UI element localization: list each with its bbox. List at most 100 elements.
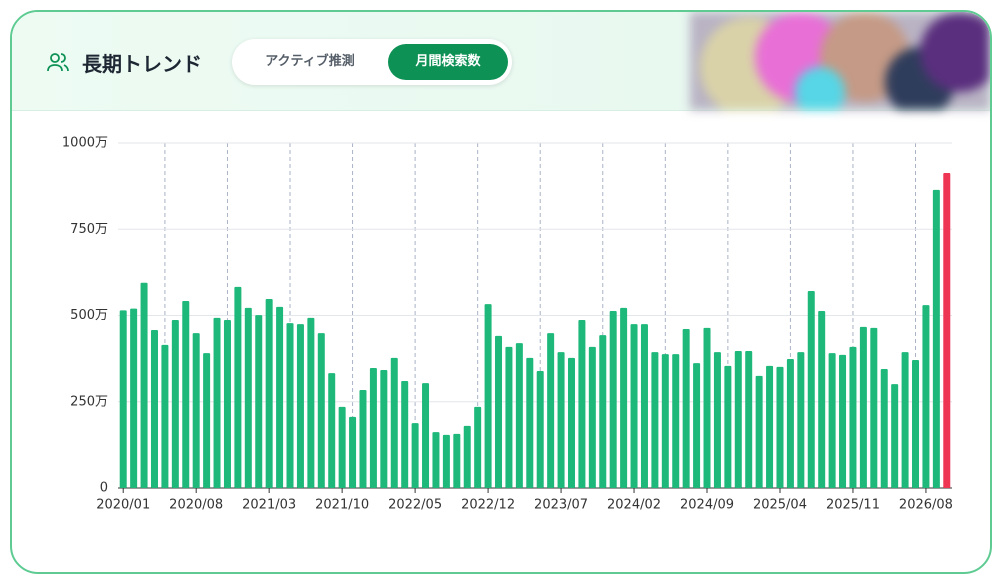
bar [859,326,867,488]
y-tick-label: 250万 [70,394,108,409]
bar [296,324,304,488]
users-icon [47,53,69,72]
bar [724,365,732,488]
bar [244,307,252,488]
bar [161,344,169,488]
y-tick-label: 750万 [70,222,108,237]
tab-switch: アクティブ推測 月間検索数 [232,39,512,85]
x-tick-label: 2020/08 [169,498,223,513]
bar [922,305,930,488]
tab[interactable]: アクティブ推測 [265,54,355,69]
bar [661,354,669,488]
bar [276,306,284,488]
bar [505,346,513,488]
bar [901,352,909,488]
bar [588,346,596,488]
bar [463,425,471,488]
bar [536,371,544,488]
bar [286,323,294,488]
bar [557,352,565,488]
bar [150,329,158,488]
bar [369,367,377,488]
bar [307,317,315,488]
bar [484,304,492,488]
tab-active[interactable]: 月間検索数 [388,44,508,80]
x-tick-label: 2021/03 [242,498,296,513]
y-tick-label: 0 [100,481,108,496]
bar [786,358,794,488]
bar [442,434,450,488]
x-tick-label: 2021/10 [315,498,369,513]
bar [547,333,555,488]
bar [609,311,617,488]
bar [870,327,878,488]
bar [411,423,419,488]
bar [192,333,200,488]
bar [766,365,774,488]
bar [755,375,763,488]
bar [599,335,607,488]
bar [578,319,586,488]
section-title: 長期トレンド [82,52,202,76]
bar [223,319,231,488]
bar [567,357,575,488]
bar [359,390,367,488]
bar [734,351,742,488]
x-tick-label: 2025/11 [826,498,880,513]
bar [932,189,940,489]
bar [745,351,753,488]
bar [839,354,847,488]
x-tick-label: 2020/01 [96,498,150,513]
bar [672,354,680,488]
bar [203,353,211,488]
bar [693,363,701,488]
bar [234,286,242,488]
bar [640,324,648,488]
bar [213,317,221,488]
bar [776,366,784,488]
bar [130,308,138,488]
y-tick-label: 1000万 [62,136,108,151]
bar [474,406,482,488]
bar [515,343,523,488]
bar [797,352,805,488]
x-tick-label: 2026/08 [899,498,953,513]
bar [880,368,888,488]
bar [682,328,690,488]
bar [453,433,461,488]
bar [401,381,409,488]
bar [182,301,190,488]
bar [703,327,711,488]
bar [338,406,346,488]
bar [422,383,430,488]
bar [495,335,503,488]
bar [943,173,951,488]
bar [651,352,659,488]
bar [390,357,398,488]
bar [349,416,357,488]
bar [171,319,179,488]
x-tick-label: 2024/02 [607,498,661,513]
page: 長期トレンド アクティブ推測 月間検索数 0 250万 500万 750万 1000万 2… [10,10,992,574]
card-header: 長期トレンド アクティブ推測 月間検索数 [12,12,990,111]
bar [140,282,148,488]
bar [119,310,127,488]
bar [713,352,721,488]
bar [380,370,388,488]
bar [265,298,273,488]
bar [849,346,857,488]
y-tick-label: 500万 [70,308,108,323]
bar [891,384,899,488]
bar [317,333,325,488]
bar [818,311,826,488]
banner-image [690,12,990,110]
bar [526,357,534,488]
bar [620,307,628,488]
x-tick-label: 2022/05 [388,498,442,513]
bar [807,291,815,488]
x-tick-label: 2025/04 [753,498,807,513]
chart: 0 250万 500万 750万 1000万 2020/01 2020/08 2021/03 2… [62,136,953,513]
x-tick-label: 2024/09 [680,498,734,513]
bar [328,373,336,488]
bar [432,432,440,488]
